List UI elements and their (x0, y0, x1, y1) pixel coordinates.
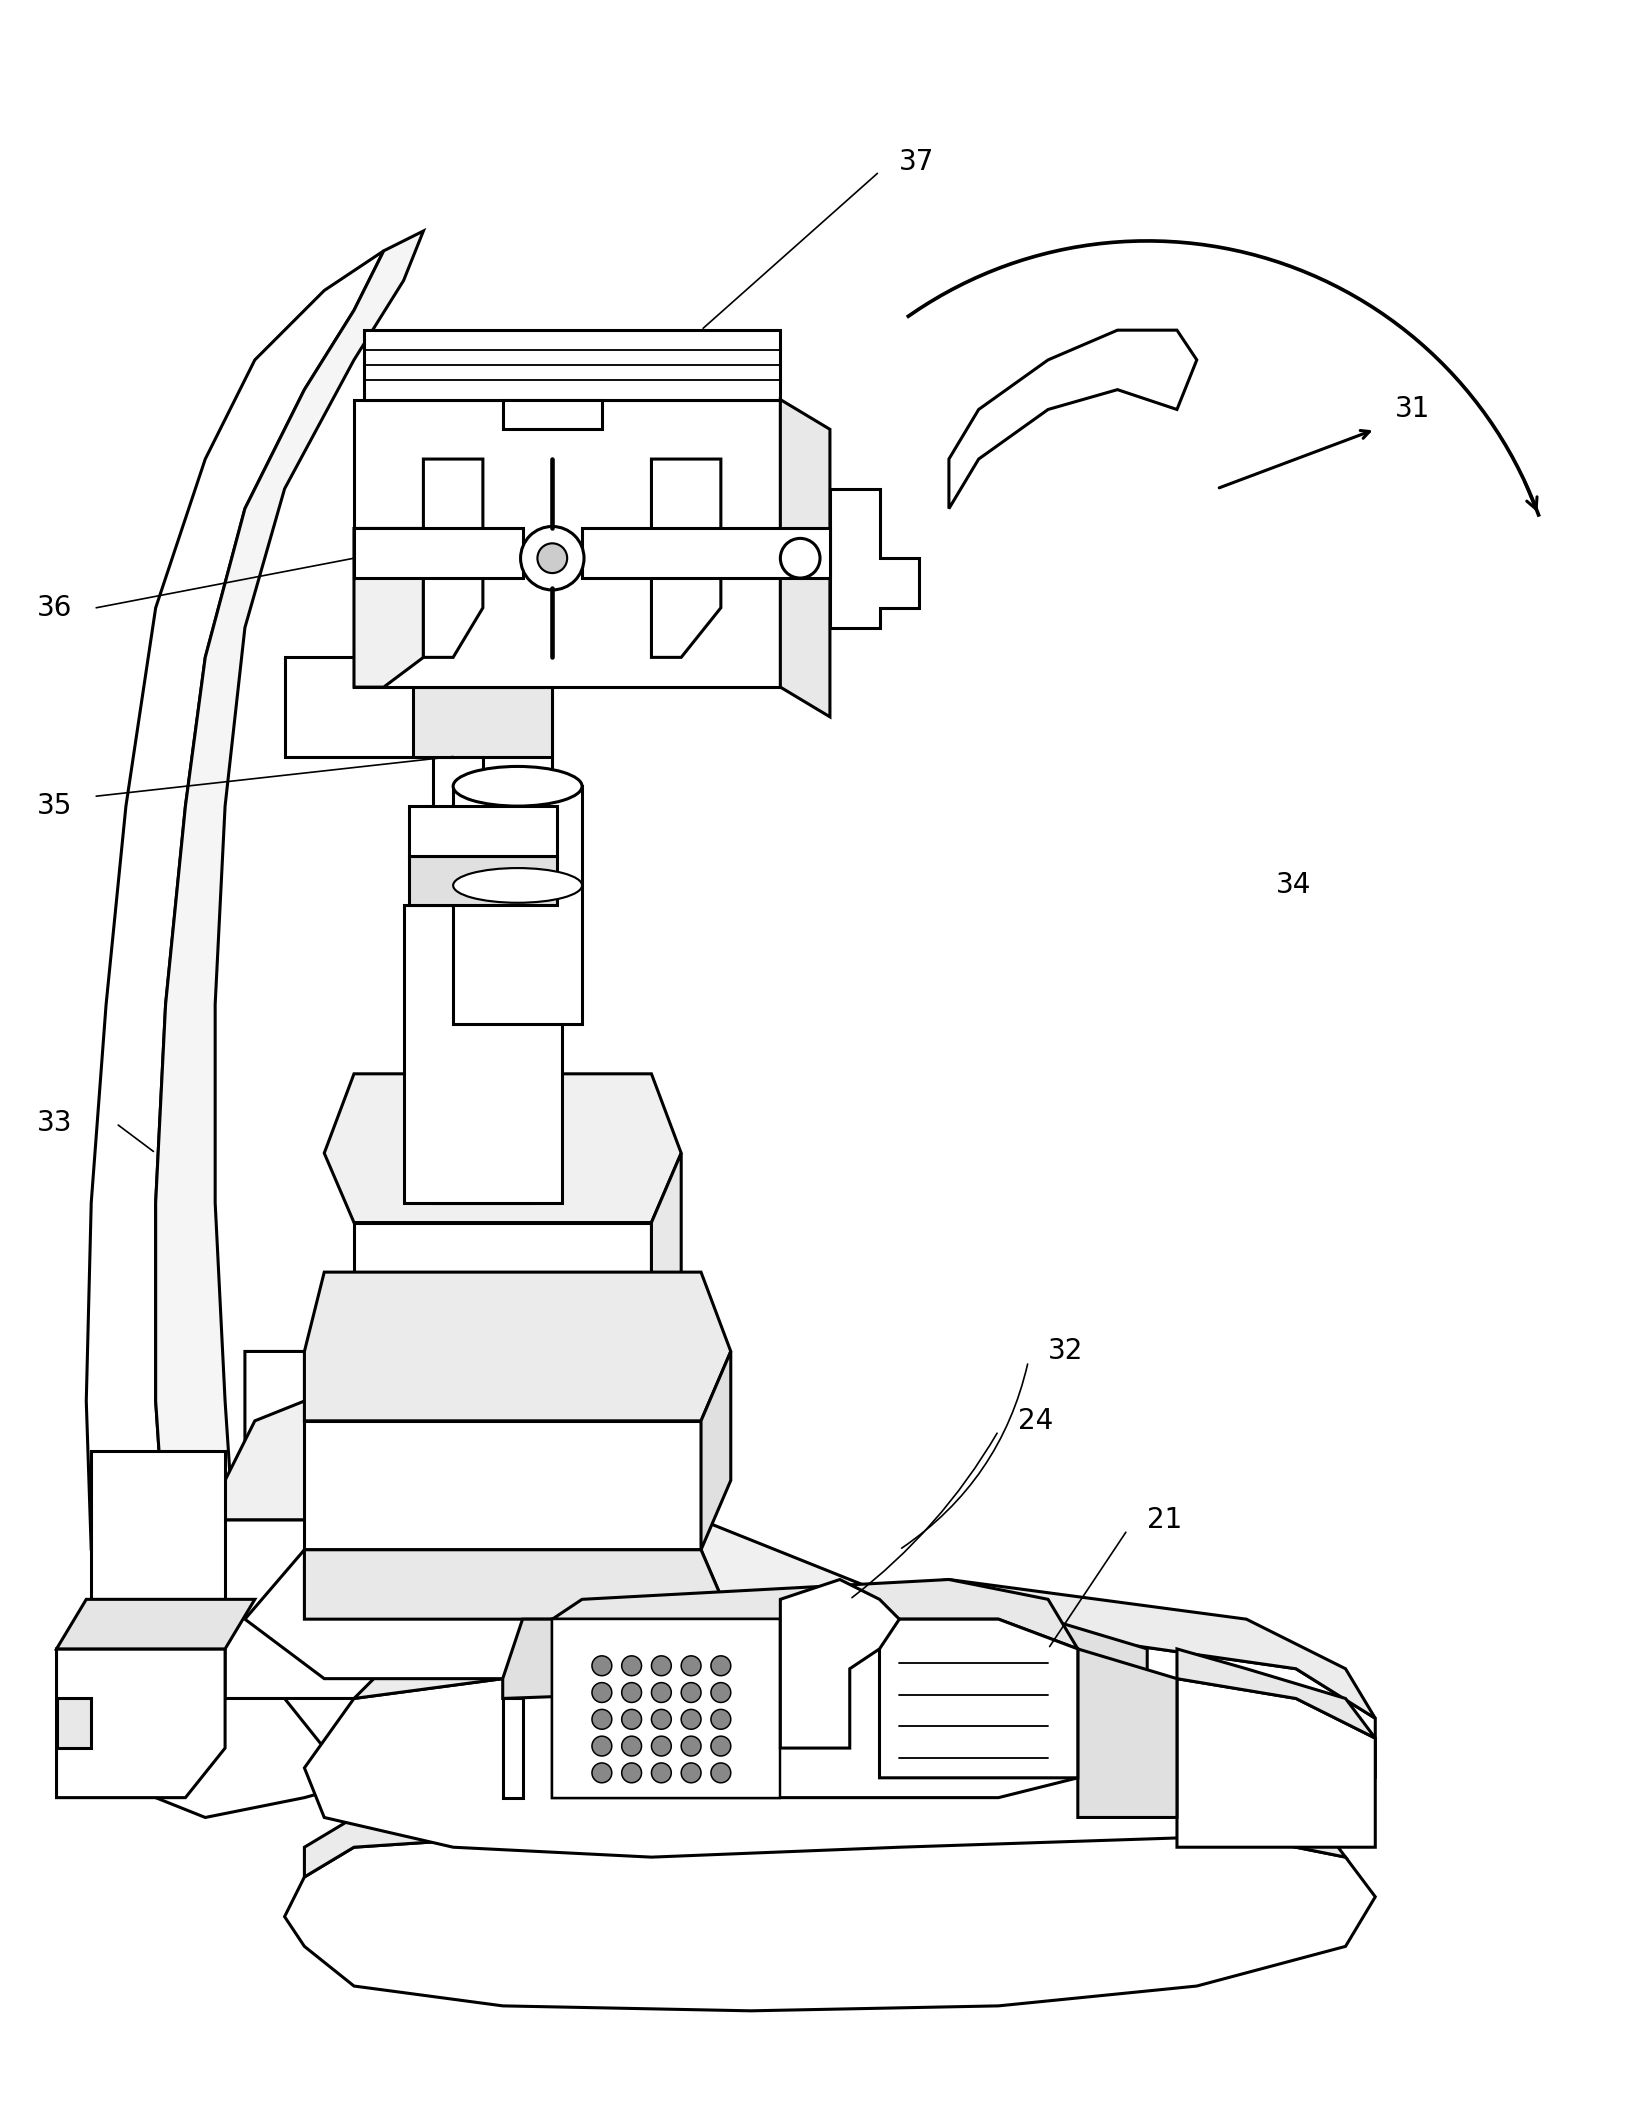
Polygon shape (409, 806, 557, 856)
Circle shape (682, 1736, 702, 1757)
Circle shape (652, 1763, 672, 1782)
Circle shape (621, 1708, 641, 1729)
Polygon shape (434, 558, 532, 1203)
Circle shape (652, 1683, 672, 1702)
Circle shape (682, 1708, 702, 1729)
Polygon shape (780, 400, 830, 717)
Circle shape (652, 1736, 672, 1757)
Text: 36: 36 (36, 593, 72, 623)
Text: 32: 32 (1048, 1338, 1083, 1365)
Polygon shape (324, 1073, 682, 1222)
Polygon shape (503, 1698, 522, 1797)
Polygon shape (225, 1380, 950, 1679)
Polygon shape (552, 1580, 1078, 1650)
Circle shape (711, 1656, 731, 1675)
Polygon shape (363, 330, 780, 400)
Polygon shape (284, 1828, 1375, 2011)
Polygon shape (552, 1620, 1078, 1797)
Text: 31: 31 (1395, 396, 1431, 423)
Polygon shape (702, 1351, 731, 1551)
Polygon shape (284, 1401, 950, 1698)
Text: 33: 33 (36, 1109, 72, 1138)
Circle shape (711, 1763, 731, 1782)
Circle shape (682, 1683, 702, 1702)
Polygon shape (582, 528, 830, 579)
Circle shape (621, 1656, 641, 1675)
Polygon shape (56, 1650, 156, 1778)
Polygon shape (353, 1222, 652, 1401)
Text: 37: 37 (899, 147, 935, 175)
Polygon shape (156, 231, 424, 1650)
Circle shape (652, 1708, 672, 1729)
Circle shape (591, 1683, 611, 1702)
Polygon shape (879, 1620, 1078, 1778)
Polygon shape (830, 488, 918, 627)
Polygon shape (92, 1450, 225, 1620)
Polygon shape (652, 459, 721, 656)
Text: 21: 21 (1147, 1506, 1183, 1534)
Circle shape (711, 1736, 731, 1757)
Ellipse shape (453, 869, 582, 903)
Polygon shape (1176, 1679, 1375, 1847)
Circle shape (652, 1656, 672, 1675)
Polygon shape (404, 905, 562, 1203)
Polygon shape (245, 1551, 731, 1679)
Polygon shape (1078, 1650, 1176, 1818)
Polygon shape (503, 1620, 1147, 1698)
Polygon shape (353, 528, 522, 579)
Polygon shape (353, 400, 780, 688)
Circle shape (591, 1736, 611, 1757)
Text: 35: 35 (36, 791, 72, 821)
Circle shape (682, 1656, 702, 1675)
Circle shape (591, 1656, 611, 1675)
Polygon shape (304, 1420, 702, 1551)
Text: 34: 34 (1277, 871, 1311, 898)
Circle shape (780, 539, 820, 579)
Polygon shape (56, 1698, 92, 1748)
Circle shape (682, 1763, 702, 1782)
Polygon shape (652, 1153, 682, 1401)
Polygon shape (353, 528, 424, 688)
Circle shape (621, 1736, 641, 1757)
Polygon shape (503, 400, 601, 429)
Circle shape (621, 1683, 641, 1702)
Polygon shape (284, 1450, 899, 1748)
Polygon shape (353, 1580, 1375, 1719)
Circle shape (591, 1708, 611, 1729)
Polygon shape (284, 656, 453, 757)
Polygon shape (424, 459, 483, 656)
Polygon shape (56, 1650, 225, 1797)
Polygon shape (1176, 1650, 1375, 1738)
Polygon shape (304, 1273, 731, 1420)
Polygon shape (409, 856, 557, 905)
Circle shape (591, 1763, 611, 1782)
Circle shape (711, 1708, 731, 1729)
Polygon shape (304, 1551, 731, 1620)
Polygon shape (453, 787, 582, 1025)
Circle shape (521, 526, 583, 589)
Polygon shape (780, 1580, 899, 1748)
Ellipse shape (453, 766, 582, 806)
Circle shape (621, 1763, 641, 1782)
Circle shape (537, 543, 567, 572)
Text: 24: 24 (1019, 1408, 1053, 1435)
Circle shape (711, 1683, 731, 1702)
Polygon shape (87, 250, 384, 1650)
Polygon shape (107, 1351, 483, 1818)
Polygon shape (950, 330, 1196, 509)
Polygon shape (225, 1519, 950, 1719)
Polygon shape (304, 1788, 1346, 1877)
Polygon shape (56, 1599, 255, 1650)
Polygon shape (304, 1620, 1375, 1858)
Polygon shape (483, 688, 552, 856)
Polygon shape (414, 688, 552, 757)
Polygon shape (552, 1620, 780, 1797)
